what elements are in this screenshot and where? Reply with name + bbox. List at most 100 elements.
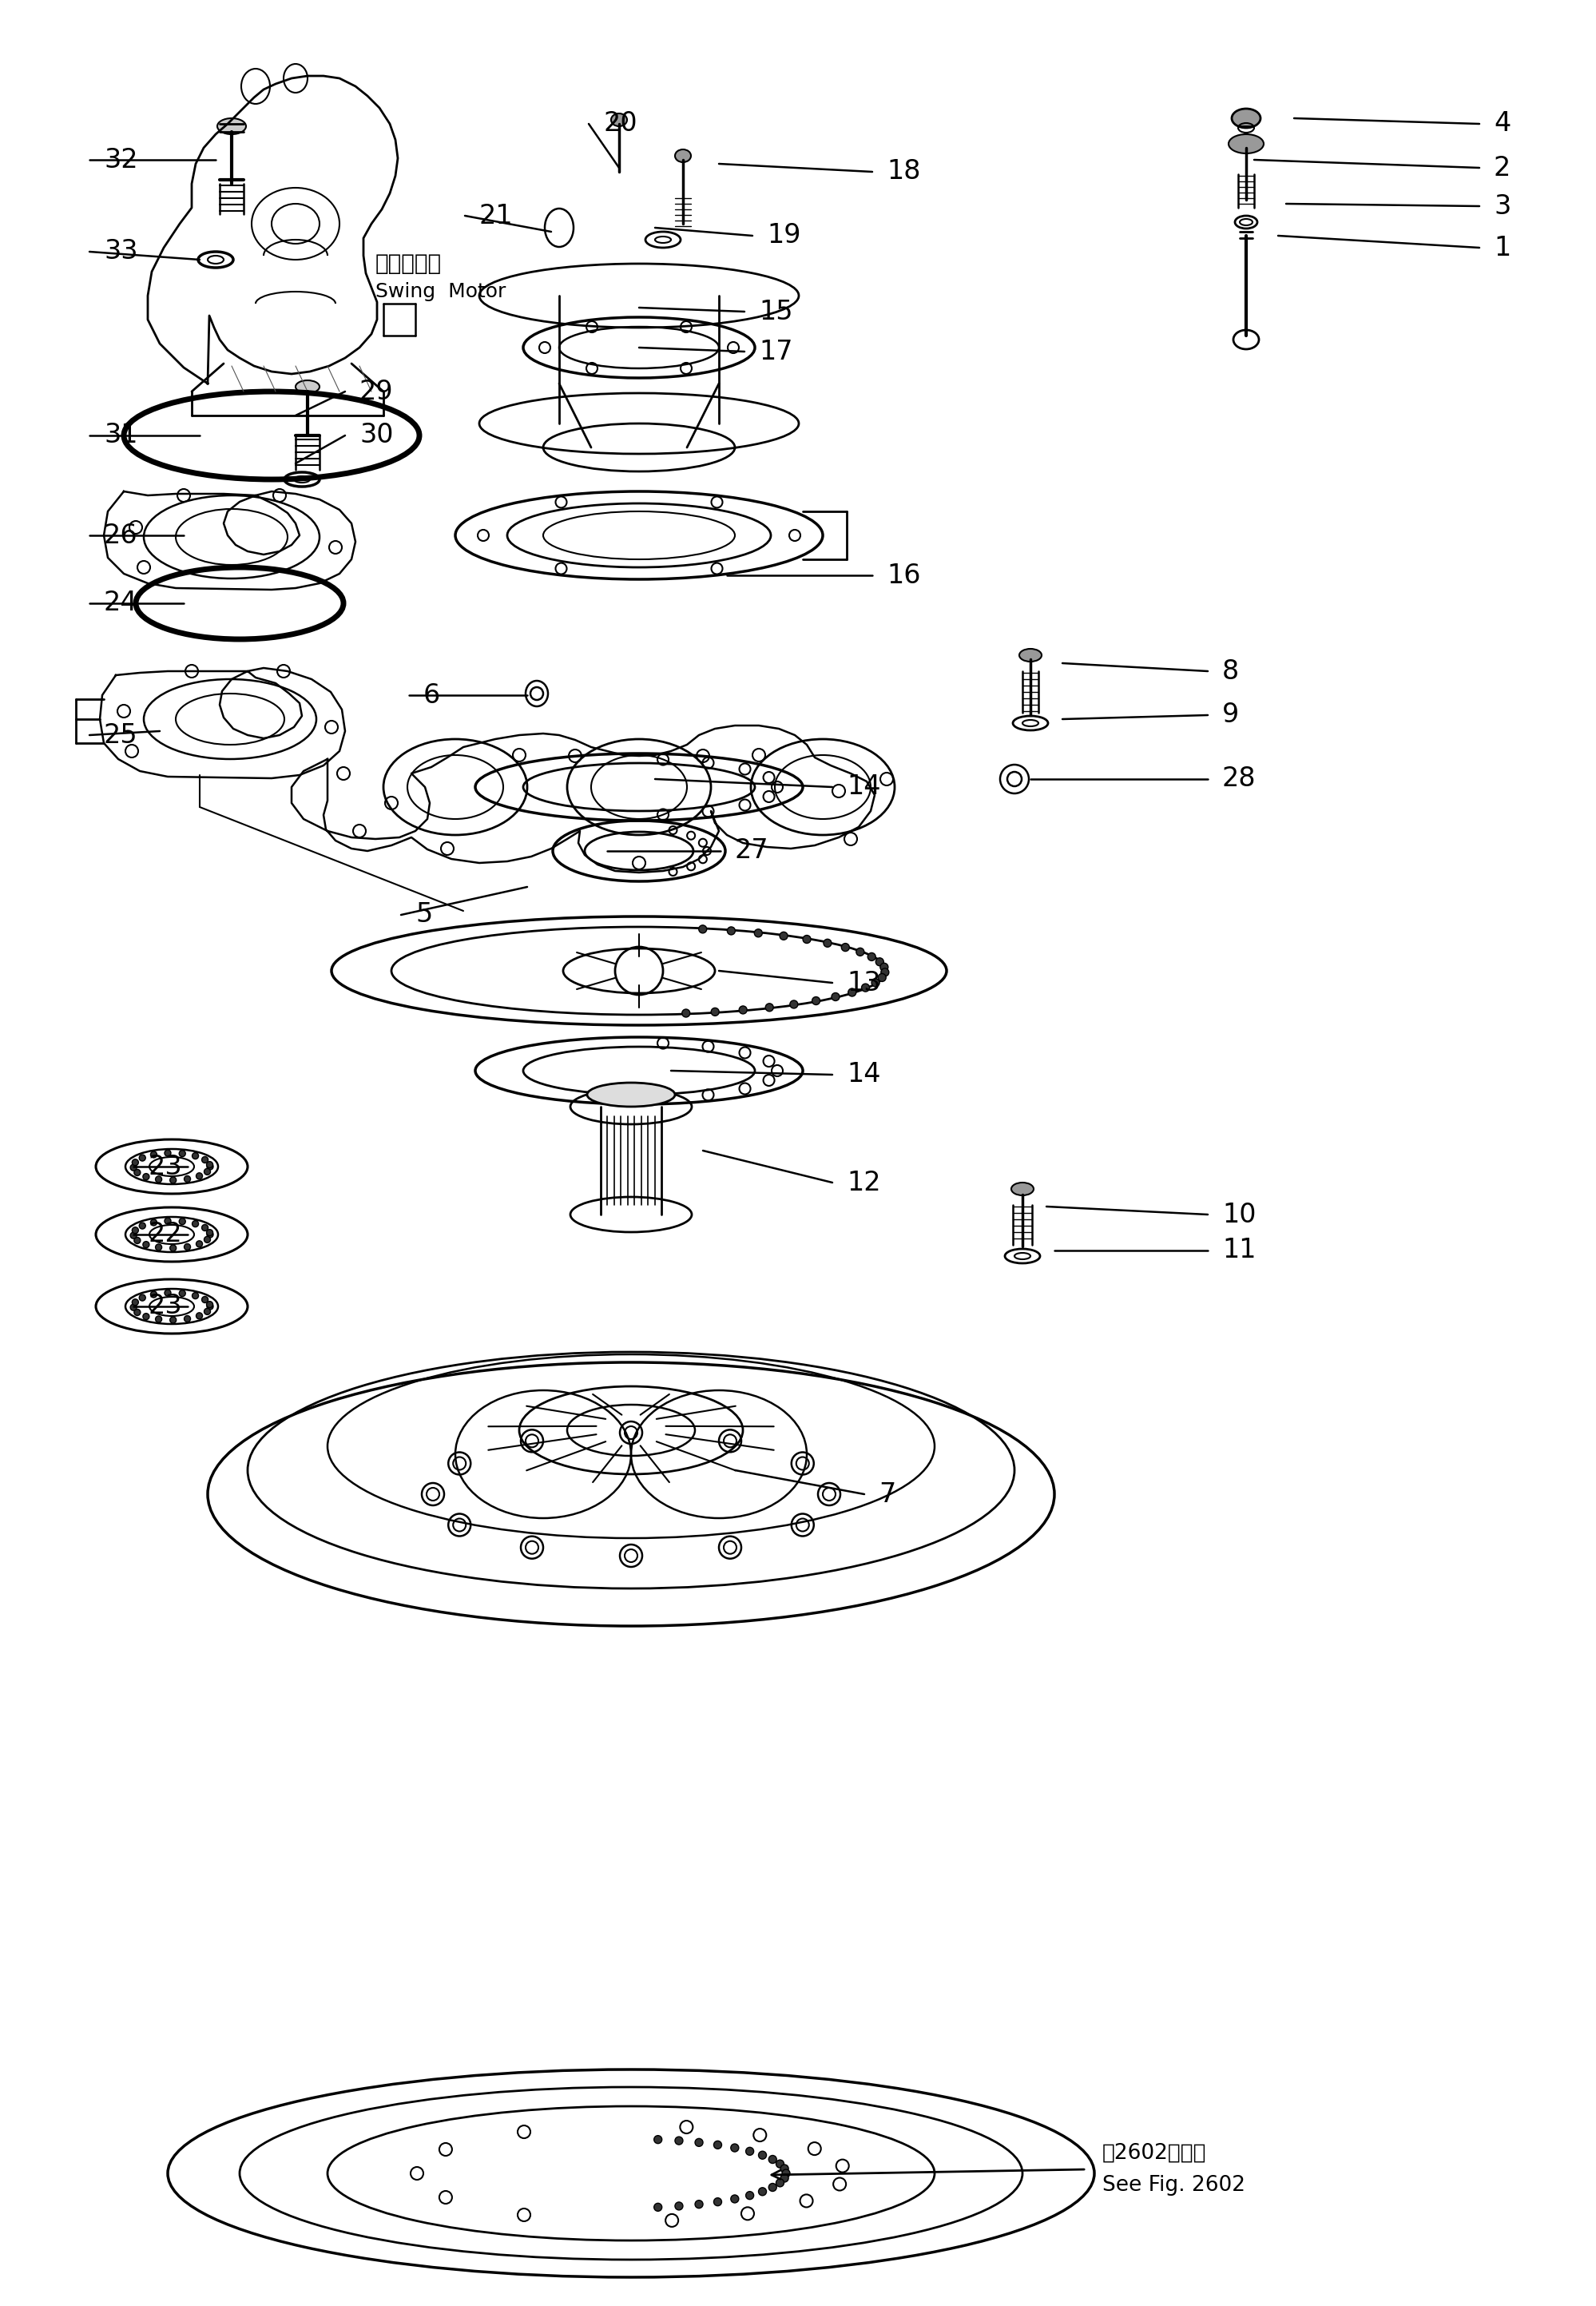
Circle shape xyxy=(192,1294,198,1298)
Circle shape xyxy=(164,1218,171,1224)
Ellipse shape xyxy=(295,380,319,392)
Text: 旋回モータ: 旋回モータ xyxy=(375,251,442,274)
Circle shape xyxy=(699,925,707,934)
Circle shape xyxy=(876,957,884,966)
Circle shape xyxy=(201,1158,207,1162)
Circle shape xyxy=(812,996,820,1005)
Circle shape xyxy=(204,1236,211,1243)
Text: 1: 1 xyxy=(1494,235,1511,261)
Circle shape xyxy=(207,1303,214,1310)
Circle shape xyxy=(780,932,788,941)
Circle shape xyxy=(871,978,879,987)
Circle shape xyxy=(139,1222,145,1229)
Text: 5: 5 xyxy=(415,902,433,927)
Circle shape xyxy=(769,2184,777,2191)
Circle shape xyxy=(675,2202,683,2209)
Circle shape xyxy=(776,2161,784,2168)
Text: 30: 30 xyxy=(359,422,393,450)
Circle shape xyxy=(847,989,855,996)
Circle shape xyxy=(184,1317,190,1321)
Ellipse shape xyxy=(1232,108,1261,127)
Text: 4: 4 xyxy=(1494,111,1511,136)
Text: 15: 15 xyxy=(758,297,793,325)
Circle shape xyxy=(164,1289,171,1296)
Text: 14: 14 xyxy=(847,1061,881,1088)
Circle shape xyxy=(131,1165,137,1171)
Circle shape xyxy=(728,927,736,934)
Circle shape xyxy=(139,1155,145,1160)
Ellipse shape xyxy=(217,118,246,134)
Circle shape xyxy=(758,2151,766,2158)
Text: 28: 28 xyxy=(1223,766,1256,793)
Circle shape xyxy=(713,2198,721,2207)
Text: 9: 9 xyxy=(1223,701,1238,729)
Circle shape xyxy=(654,2135,662,2145)
Text: 21: 21 xyxy=(479,203,514,228)
Circle shape xyxy=(206,1162,212,1167)
Circle shape xyxy=(879,964,887,971)
Circle shape xyxy=(204,1169,211,1174)
Circle shape xyxy=(755,929,763,936)
Circle shape xyxy=(144,1174,150,1181)
Text: 18: 18 xyxy=(887,159,921,184)
Circle shape xyxy=(132,1298,139,1305)
Text: 33: 33 xyxy=(104,238,137,265)
Circle shape xyxy=(207,1165,214,1169)
Text: 6: 6 xyxy=(423,683,440,708)
Circle shape xyxy=(169,1317,176,1324)
Text: 20: 20 xyxy=(603,111,637,136)
Text: 19: 19 xyxy=(766,224,801,249)
Circle shape xyxy=(179,1151,185,1158)
Circle shape xyxy=(766,1003,774,1012)
Text: 31: 31 xyxy=(104,422,137,450)
Circle shape xyxy=(206,1229,212,1236)
Circle shape xyxy=(155,1176,161,1183)
Circle shape xyxy=(139,1294,145,1301)
Text: Swing  Motor: Swing Motor xyxy=(375,281,506,302)
Text: 24: 24 xyxy=(104,590,137,616)
Circle shape xyxy=(739,1005,747,1015)
Text: 2: 2 xyxy=(1494,155,1511,180)
Circle shape xyxy=(207,1231,214,1238)
Circle shape xyxy=(803,936,811,943)
Circle shape xyxy=(824,939,832,948)
Circle shape xyxy=(780,2175,788,2181)
Circle shape xyxy=(731,2145,739,2151)
Circle shape xyxy=(164,1151,171,1155)
Circle shape xyxy=(169,1176,176,1183)
Circle shape xyxy=(694,2138,702,2147)
Ellipse shape xyxy=(611,113,627,127)
Circle shape xyxy=(790,1001,798,1008)
Circle shape xyxy=(713,2140,721,2149)
Circle shape xyxy=(131,1231,137,1238)
Text: 25: 25 xyxy=(104,722,137,747)
Circle shape xyxy=(694,2200,702,2209)
Text: 29: 29 xyxy=(359,378,394,406)
Circle shape xyxy=(878,973,886,982)
Text: 22: 22 xyxy=(148,1222,182,1248)
Text: 27: 27 xyxy=(734,837,769,865)
Circle shape xyxy=(192,1220,198,1227)
Text: 32: 32 xyxy=(104,148,137,173)
Circle shape xyxy=(196,1241,203,1248)
Circle shape xyxy=(204,1308,211,1314)
Circle shape xyxy=(192,1153,198,1160)
Circle shape xyxy=(841,943,849,952)
Ellipse shape xyxy=(675,150,691,161)
Text: 10: 10 xyxy=(1223,1201,1256,1227)
Circle shape xyxy=(780,2165,788,2172)
Circle shape xyxy=(832,994,839,1001)
Circle shape xyxy=(134,1238,140,1243)
Circle shape xyxy=(201,1224,207,1231)
Circle shape xyxy=(155,1243,161,1250)
Circle shape xyxy=(862,985,870,992)
Text: See Fig. 2602: See Fig. 2602 xyxy=(1103,2175,1245,2195)
Ellipse shape xyxy=(1012,1183,1034,1195)
Text: 11: 11 xyxy=(1223,1238,1256,1264)
Circle shape xyxy=(184,1176,190,1183)
Text: 13: 13 xyxy=(847,969,881,996)
Circle shape xyxy=(169,1245,176,1252)
Text: 16: 16 xyxy=(887,563,921,588)
Circle shape xyxy=(131,1305,137,1310)
Circle shape xyxy=(155,1317,161,1321)
